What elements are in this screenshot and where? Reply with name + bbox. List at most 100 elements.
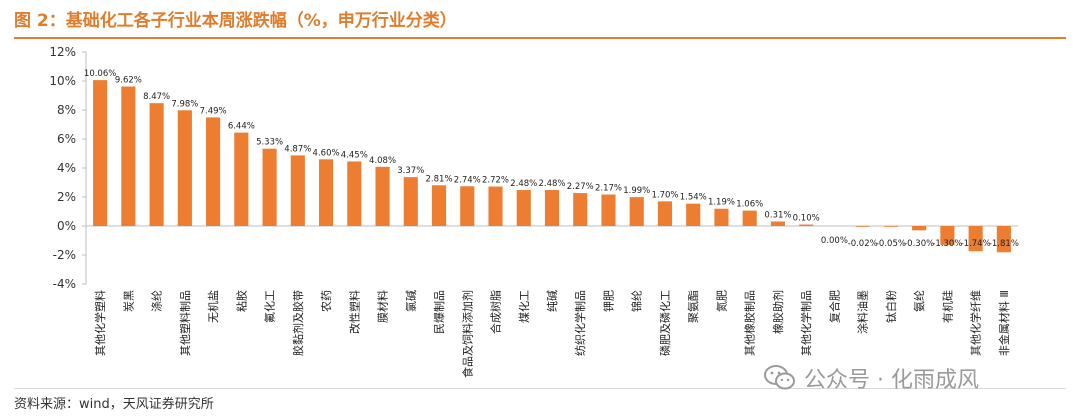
category-label: 有机硅 — [940, 290, 954, 323]
bar — [968, 226, 983, 252]
category-label: 磷肥及磷化工 — [658, 290, 672, 356]
data-label: 7.98% — [171, 99, 198, 109]
category-label: 氨纶 — [912, 290, 926, 312]
data-label: 1.70% — [651, 190, 678, 200]
category-label: 粘胶 — [234, 290, 248, 312]
bar — [290, 155, 305, 226]
bar — [177, 110, 192, 226]
category-label: 钛白粉 — [884, 290, 898, 323]
data-label: 0.10% — [793, 214, 820, 224]
category-label: 钾肥 — [601, 290, 615, 312]
bar — [403, 177, 418, 226]
category-label: 其他化学纤维 — [969, 290, 983, 356]
data-label: -0.02% — [848, 239, 878, 249]
bar — [799, 224, 814, 226]
chart-title: 图 2：基础化工各子行业本周涨跌幅（%，申万行业分类） — [14, 11, 457, 31]
data-label: 10.06% — [84, 69, 116, 79]
data-label: 2.48% — [538, 179, 565, 189]
bar — [544, 190, 560, 226]
data-label: -0.05% — [876, 239, 906, 249]
category-label: 氮肥 — [714, 290, 728, 312]
data-label: 2.17% — [595, 184, 622, 194]
category-label: 煤化工 — [517, 290, 531, 323]
data-label: 8.47% — [143, 92, 170, 102]
bar — [516, 190, 531, 226]
category-label: 涤纶 — [150, 290, 164, 312]
category-label: 其他化学塑料 — [93, 290, 107, 356]
category-label: 食品及饲料添加剂 — [460, 290, 474, 378]
y-tick-label: 0% — [57, 219, 76, 233]
data-label: 3.37% — [397, 166, 424, 176]
data-label: 4.60% — [313, 148, 340, 158]
bar — [601, 194, 616, 226]
bar — [149, 103, 164, 226]
category-label: 橡胶助剂 — [771, 290, 785, 334]
data-label: 2.48% — [510, 179, 537, 189]
y-tick-label: -2% — [53, 248, 76, 262]
bar — [657, 201, 673, 226]
bar — [234, 132, 249, 226]
bar — [940, 226, 955, 245]
data-label: -1.81% — [989, 239, 1019, 249]
data-label: 9.62% — [115, 76, 142, 86]
category-label: 非金属材料 Ⅲ — [997, 290, 1011, 356]
bar — [347, 161, 362, 226]
y-tick-label: 8% — [57, 103, 76, 117]
bar — [686, 203, 701, 226]
data-label: 1.19% — [708, 198, 735, 208]
watermark: 公众号 · 化雨成风 — [764, 362, 979, 394]
footer-divider — [14, 388, 1066, 389]
title-underline — [14, 37, 1066, 39]
category-label: 无机盐 — [206, 290, 220, 323]
bar-chart: -4%-2%0%2%4%6%8%10%12% 10.06%9.62%8.47%7… — [49, 45, 1019, 378]
y-tick-label: 10% — [49, 74, 76, 88]
category-label: 其他化学制品 — [799, 290, 813, 356]
data-label: 2.72% — [482, 176, 509, 186]
data-label: 2.27% — [567, 182, 594, 192]
y-tick-label: 2% — [57, 190, 76, 204]
category-label: 改性塑料 — [347, 290, 361, 334]
bar — [262, 148, 277, 226]
category-label: 氯碱 — [404, 290, 418, 312]
source-note: 资料来源：wind，天风证券研究所 — [14, 397, 214, 412]
bar — [121, 86, 136, 226]
data-label: 4.08% — [369, 156, 396, 166]
category-label: 民爆制品 — [432, 290, 446, 334]
bar-series — [93, 80, 1011, 253]
bar — [912, 226, 927, 231]
data-label: 2.74% — [454, 175, 481, 185]
data-label: 0.00% — [821, 236, 848, 246]
data-label: 0.31% — [764, 211, 791, 221]
bar — [629, 197, 644, 226]
data-label: 1.99% — [623, 186, 650, 196]
bar — [319, 159, 334, 226]
category-label: 胶黏剂及胶带 — [291, 290, 305, 356]
bar — [375, 166, 390, 226]
y-tick-label: 6% — [57, 132, 76, 146]
watermark-text: 公众号 · 化雨成风 — [804, 368, 979, 393]
category-label: 其他塑料制品 — [178, 290, 192, 356]
data-label: 1.06% — [736, 200, 763, 210]
category-label: 纺织化学制品 — [573, 290, 587, 356]
bar — [93, 80, 108, 226]
bar — [206, 117, 221, 226]
category-label: 炭黑 — [122, 290, 135, 312]
category-label: 锦纶 — [630, 290, 644, 312]
bar — [431, 185, 447, 226]
y-tick-label: -4% — [53, 277, 76, 291]
data-label: -0.30% — [904, 239, 934, 249]
bar — [855, 226, 870, 227]
category-label: 纯碱 — [546, 290, 559, 312]
category-label: 合成树脂 — [489, 290, 503, 334]
bar — [996, 226, 1011, 253]
data-label: 7.49% — [200, 106, 227, 116]
category-label: 氟化工 — [263, 290, 277, 323]
data-label: 5.33% — [256, 138, 283, 148]
wechat-icon — [764, 365, 795, 390]
data-label: 2.81% — [426, 174, 453, 184]
data-label: -1.30% — [932, 239, 962, 249]
bar — [460, 186, 475, 226]
data-label: 4.45% — [341, 150, 368, 160]
bar — [883, 226, 898, 227]
data-label: 4.87% — [284, 144, 311, 154]
